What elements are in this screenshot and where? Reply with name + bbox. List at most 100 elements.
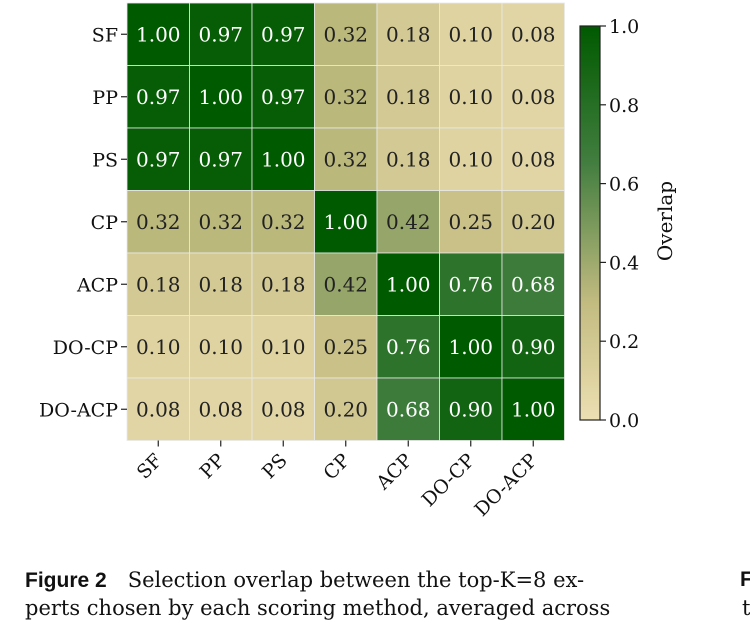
- cell-value-label: 0.42: [323, 272, 368, 296]
- x-tick-label: CP: [319, 449, 354, 484]
- heatmap-cell: [501, 315, 565, 379]
- x-tick-label: ACP: [371, 449, 416, 494]
- cell-value-label: 1.00: [448, 335, 493, 359]
- heatmap-cell: [251, 315, 315, 379]
- x-tick-label: SF: [133, 449, 167, 483]
- y-tick-label: PS: [92, 149, 118, 171]
- heatmap-cell: [251, 2, 315, 66]
- cell-value-label: 0.76: [386, 335, 431, 359]
- heatmap-cell: [126, 377, 190, 441]
- cell-value-label: 1.00: [386, 272, 431, 296]
- cell-value-label: 0.32: [261, 210, 306, 234]
- heatmap-cell: [126, 2, 190, 66]
- colorbar-tick-label: 0.4: [609, 252, 639, 274]
- cell-value-label: 0.32: [198, 210, 243, 234]
- y-tick-label: DO-ACP: [39, 399, 118, 421]
- colorbar-tick-label: 1.0: [609, 16, 639, 38]
- colorbar-tick-label: 0.8: [609, 95, 639, 117]
- cell-value-label: 1.00: [323, 210, 368, 234]
- colorbar: [579, 25, 601, 421]
- cell-value-label: 0.08: [511, 85, 556, 109]
- next-caption-text-fragment: t: [742, 596, 750, 620]
- heatmap-cell: [439, 2, 503, 66]
- cell-value-label: 0.18: [386, 85, 431, 109]
- heatmap-cell: [314, 127, 378, 191]
- cell-value-label: 0.10: [198, 335, 243, 359]
- cell-value-label: 0.18: [261, 272, 306, 296]
- cell-value-label: 0.10: [448, 147, 493, 171]
- heatmap-cell: [501, 252, 565, 316]
- cell-value-label: 0.68: [511, 272, 556, 296]
- caption-label: Figure 2: [25, 569, 107, 592]
- cell-value-label: 0.90: [448, 397, 493, 421]
- cell-value-label: 0.10: [448, 85, 493, 109]
- x-tick-label: PP: [196, 449, 230, 483]
- cell-value-label: 0.97: [198, 22, 243, 46]
- colorbar-label: Overlap: [653, 181, 677, 261]
- cell-value-label: 0.32: [323, 147, 368, 171]
- cell-value-label: 0.32: [323, 85, 368, 109]
- y-tick-label: CP: [91, 212, 119, 234]
- cell-value-label: 0.97: [136, 85, 181, 109]
- heatmap-cell: [376, 315, 440, 379]
- cell-value-label: 0.18: [136, 272, 181, 296]
- heatmap-cell: [376, 65, 440, 129]
- next-caption-label-fragment: F: [740, 568, 750, 591]
- cell-value-label: 0.90: [511, 335, 556, 359]
- cell-value-label: 0.97: [198, 147, 243, 171]
- y-tick-label: DO-CP: [53, 337, 118, 359]
- heatmap-cell: [251, 65, 315, 129]
- heatmap-cell: [314, 190, 378, 254]
- cell-value-label: 0.32: [136, 210, 181, 234]
- heatmap-chart: 1.00 0.97 0.97 0.32 0.18 0.10 0.08 0.97 1.00 0.97…: [39, 2, 677, 521]
- x-tick-label: DO-CP: [418, 449, 480, 511]
- heatmap-cell: [126, 252, 190, 316]
- cell-value-label: 0.18: [386, 22, 431, 46]
- x-tick-label: DO-ACP: [470, 449, 542, 521]
- cell-value-label: 0.68: [386, 397, 431, 421]
- x-tick-label: PS: [258, 449, 292, 483]
- cell-value-label: 0.42: [386, 210, 431, 234]
- cell-value-label: 1.00: [136, 22, 181, 46]
- cell-value-label: 0.25: [448, 210, 493, 234]
- heatmap-cell: [126, 190, 190, 254]
- heatmap-cell: [314, 315, 378, 379]
- heatmap-cell: [501, 377, 565, 441]
- cell-value-label: 0.97: [261, 85, 306, 109]
- colorbar-tick-label: 0.2: [609, 331, 639, 353]
- heatmap-cell: [439, 65, 503, 129]
- figure-caption: Figure 2 Selection overlap between the t…: [25, 566, 725, 595]
- cell-value-label: 0.20: [323, 397, 368, 421]
- cell-value-label: 0.08: [511, 147, 556, 171]
- heatmap-cell: [376, 2, 440, 66]
- heatmap-cell: [189, 315, 253, 379]
- heatmap-cell: [251, 252, 315, 316]
- heatmap-cell: [376, 377, 440, 441]
- cell-value-label: 0.10: [448, 22, 493, 46]
- cell-value-label: 0.10: [136, 335, 181, 359]
- cell-value-label: 0.97: [136, 147, 181, 171]
- cell-value-label: 0.18: [386, 147, 431, 171]
- heatmap-cell: [251, 127, 315, 191]
- heatmap-cell: [501, 127, 565, 191]
- heatmap-cell: [439, 377, 503, 441]
- cell-value-label: 0.25: [323, 335, 368, 359]
- heatmap-cell: [189, 127, 253, 191]
- cell-value-label: 0.20: [511, 210, 556, 234]
- cell-value-label: 0.18: [198, 272, 243, 296]
- colorbar-tick-label: 0.6: [609, 174, 639, 196]
- cell-value-label: 1.00: [261, 147, 306, 171]
- caption-line-1: Selection overlap between the top-K=8 ex…: [127, 568, 585, 592]
- heatmap-cell: [126, 315, 190, 379]
- cell-value-label: 0.32: [323, 22, 368, 46]
- cell-value-label: 0.08: [136, 397, 181, 421]
- cell-value-label: 1.00: [198, 85, 243, 109]
- heatmap-cell: [439, 190, 503, 254]
- cell-value-label: 0.08: [261, 397, 306, 421]
- cell-value-label: 0.10: [261, 335, 306, 359]
- heatmap-cell: [376, 127, 440, 191]
- heatmap-cell: [501, 65, 565, 129]
- heatmap-cell: [439, 127, 503, 191]
- heatmap-cell: [189, 2, 253, 66]
- y-tick-label: PP: [92, 87, 118, 109]
